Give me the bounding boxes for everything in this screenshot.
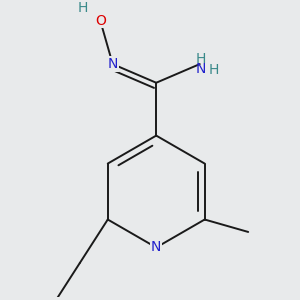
Text: H: H — [208, 63, 219, 77]
Text: H: H — [78, 1, 88, 15]
Text: N: N — [151, 241, 161, 254]
Text: H: H — [196, 52, 206, 66]
Text: N: N — [107, 57, 118, 71]
Text: N: N — [196, 62, 206, 76]
Text: O: O — [95, 14, 106, 28]
